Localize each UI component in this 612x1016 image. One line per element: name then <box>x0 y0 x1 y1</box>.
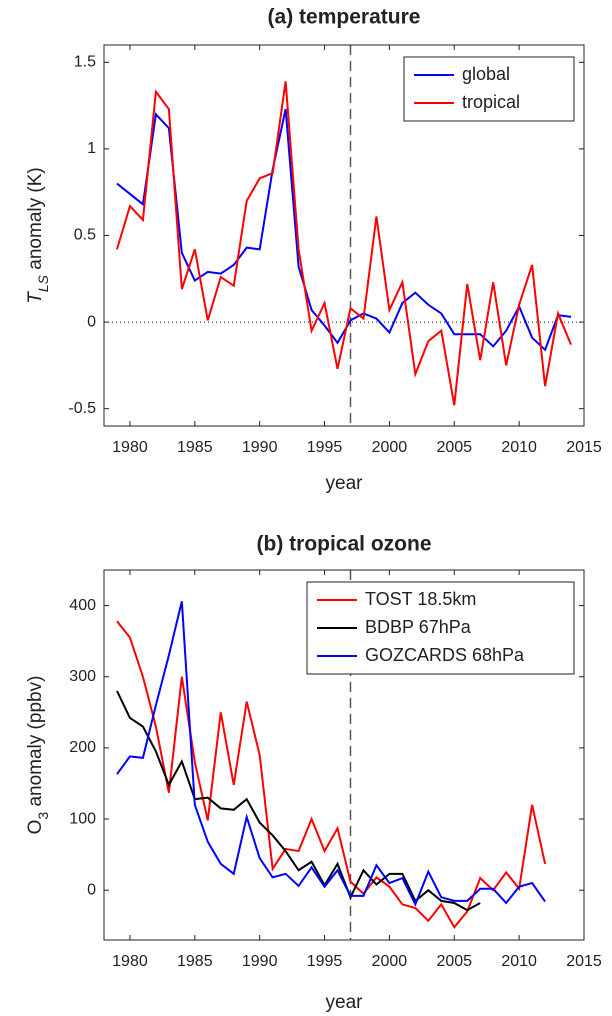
x-tick-label: 2015 <box>566 439 602 456</box>
x-tick-label: 1980 <box>112 953 148 970</box>
y-axis-label-part: LS <box>35 274 51 292</box>
chart-title: (a) temperature <box>268 6 421 29</box>
x-tick-label: 2005 <box>436 439 472 456</box>
y-axis-label: TLS anomaly (K) <box>25 167 51 303</box>
x-tick-label: 2000 <box>372 439 408 456</box>
plot-frame <box>103 569 585 941</box>
y-axis-label-part: anomaly (K) <box>25 167 46 275</box>
x-tick-label: 1985 <box>177 439 213 456</box>
x-tick-label: 2010 <box>501 439 537 456</box>
y-tick-label: 1 <box>87 140 96 157</box>
y-tick-label: 1.5 <box>74 54 96 71</box>
x-axis-label: year <box>326 992 364 1013</box>
x-tick-label: 1990 <box>242 439 278 456</box>
x-tick-label: 2010 <box>501 953 537 970</box>
y-axis-label: O3 anomaly (ppbv) <box>25 676 51 835</box>
y-tick-label: -0.5 <box>68 400 96 417</box>
x-tick-label: 2015 <box>566 953 602 970</box>
legend-label: TOST 18.5km <box>365 589 476 609</box>
y-tick-label: 0 <box>87 881 96 898</box>
y-tick-label: 300 <box>69 668 96 685</box>
x-axis-label: year <box>326 473 364 494</box>
data-line <box>116 601 546 907</box>
y-axis-label-part: 3 <box>35 812 51 820</box>
data-line <box>116 690 481 912</box>
plot-frame <box>103 44 585 427</box>
y-tick-label: 400 <box>69 597 96 614</box>
x-tick-label: 1985 <box>177 953 213 970</box>
x-tick-label: 2000 <box>372 953 408 970</box>
y-axis-label-part: T <box>25 291 46 304</box>
y-tick-label: 0 <box>87 313 96 330</box>
data-line <box>116 81 572 406</box>
legend-box <box>403 56 575 122</box>
y-tick-label: 100 <box>69 810 96 827</box>
legend-label: global <box>462 64 510 84</box>
x-tick-label: 1995 <box>307 953 343 970</box>
legend-label: GOZCARDS 68hPa <box>365 645 525 665</box>
x-tick-label: 1990 <box>242 953 278 970</box>
legend-label: BDBP 67hPa <box>365 617 472 637</box>
y-axis-label-part: anomaly (ppbv) <box>25 676 46 812</box>
x-tick-label: 1995 <box>307 439 343 456</box>
chart-title: (b) tropical ozone <box>257 533 432 556</box>
legend-label: tropical <box>462 92 520 112</box>
data-line <box>116 108 572 352</box>
x-tick-label: 1980 <box>112 439 148 456</box>
y-tick-label: 200 <box>69 739 96 756</box>
y-tick-label: 0.5 <box>74 227 96 244</box>
x-tick-label: 2005 <box>436 953 472 970</box>
y-axis-label-part: O <box>25 820 46 835</box>
